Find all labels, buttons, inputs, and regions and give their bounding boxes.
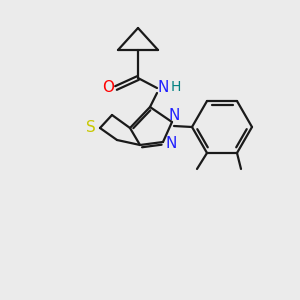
Text: N: N — [168, 107, 180, 122]
Text: N: N — [157, 80, 169, 95]
Text: O: O — [102, 80, 114, 95]
Text: S: S — [86, 121, 96, 136]
Text: N: N — [165, 136, 177, 152]
Text: H: H — [171, 80, 181, 94]
